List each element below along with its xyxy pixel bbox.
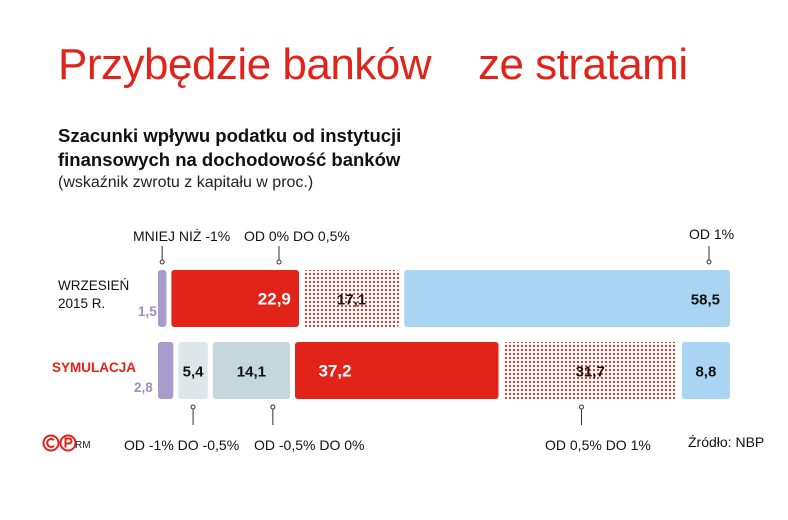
data-label-row2-seg-5: 8,8 <box>695 364 716 381</box>
outside-value-row2: 2,8 <box>134 380 153 395</box>
label-from0-to05: OD 0% DO 0,5% <box>244 228 350 244</box>
bar-row2-seg-5 <box>681 342 730 399</box>
leader-less-than-minus1-dot <box>159 259 165 265</box>
bar-row1-seg-3 <box>171 270 299 327</box>
leader-minus05-to0-dot <box>270 404 276 410</box>
bar-row1-seg-5 <box>404 270 730 327</box>
data-label-row1-seg-3: 22,9 <box>258 290 291 309</box>
bar-row2-seg-1 <box>178 342 208 399</box>
bar-row2-seg-0 <box>158 342 174 399</box>
chart-subtitle: Szacunki wpływu podatku od instytucji fi… <box>58 125 402 170</box>
label-minus05-to0: OD -0,5% DO 0% <box>254 437 365 453</box>
label-minus1-to-minus05: OD -1% DO -0,5% <box>124 437 240 453</box>
leader-from0-to05-dot <box>276 259 282 265</box>
bar-row2-seg-4 <box>503 342 677 399</box>
leader-from05-to1-dot <box>578 404 584 410</box>
data-label-row1-seg-5: 58,5 <box>691 292 720 309</box>
source-note: Źródło: NBP <box>688 434 765 450</box>
label-from1: OD 1% <box>689 226 735 242</box>
bar-row2-seg-3 <box>295 342 499 399</box>
data-label-row2-seg-1: 5,4 <box>183 364 205 381</box>
data-label-row2-seg-3: 37,2 <box>318 362 351 381</box>
outside-value-row1: 1,5 <box>138 304 157 319</box>
row-label-simulation: SYMULACJA <box>52 360 137 375</box>
data-label-row2-seg-2: 14,1 <box>237 364 266 381</box>
leader-minus1-to-minus05-dot <box>190 404 196 410</box>
data-label-row2-seg-4: 31,7 <box>576 364 605 381</box>
bar-row2-seg-2 <box>212 342 290 399</box>
chart-note: (wskaźnik zwrotu z kapitału w proc.) <box>58 174 314 191</box>
bar-row1-seg-4 <box>303 270 400 327</box>
author-initials: RM <box>75 440 91 451</box>
label-from05-to1: OD 0,5% DO 1% <box>545 437 651 453</box>
chart-title: Przybędzie banków ze stratami <box>58 40 688 89</box>
copyright-phonogram-icon <box>42 434 77 452</box>
leader-from1-dot <box>706 259 712 265</box>
data-label-row1-seg-4: 17,1 <box>337 292 366 309</box>
label-less-than-minus1: MNIEJ NIŻ -1% <box>133 228 231 244</box>
row-label-september: WRZESIEŃ 2015 R. <box>58 278 130 311</box>
bar-row1-seg-0 <box>158 270 167 327</box>
